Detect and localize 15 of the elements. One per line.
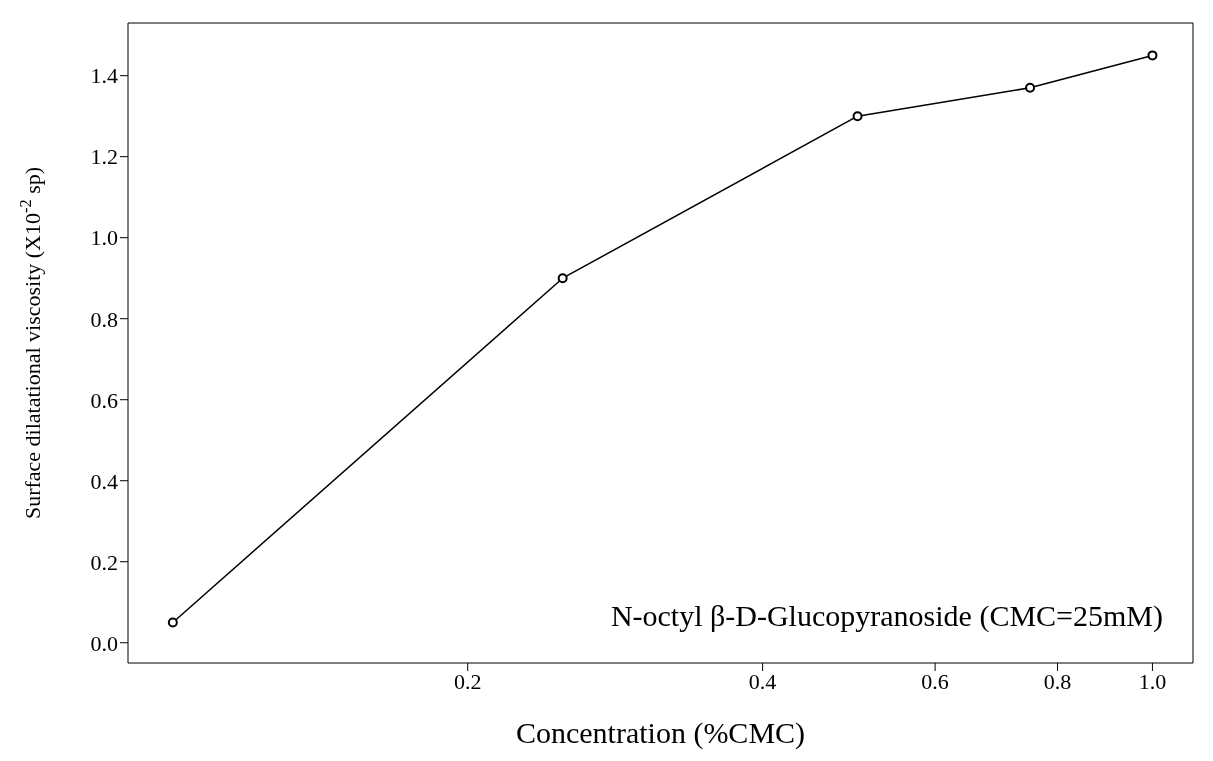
y-tick-label: 0.6 bbox=[90, 387, 118, 413]
y-tick-label: 0.8 bbox=[90, 306, 118, 332]
y-tick-label: 1.2 bbox=[90, 144, 118, 170]
x-axis-title: Concentration (%CMC) bbox=[515, 716, 806, 750]
x-tick-label: 0.2 bbox=[453, 668, 482, 694]
y-tick-label: 0.4 bbox=[90, 468, 118, 494]
y-tick-label: 0.2 bbox=[90, 549, 118, 575]
x-tick-label: 0.4 bbox=[748, 668, 777, 694]
y-tick-label: 1.4 bbox=[90, 63, 118, 89]
x-tick-label: 0.6 bbox=[921, 668, 949, 694]
x-tick-label: 0.8 bbox=[1043, 668, 1072, 694]
annotation: N-octyl β-D-Glucopyranoside (CMC=25mM) bbox=[610, 599, 1163, 633]
y-tick-label: 0.0 bbox=[90, 630, 118, 656]
y-tick-label: 1.0 bbox=[90, 225, 118, 251]
x-tick-label: 1.0 bbox=[1138, 668, 1167, 694]
